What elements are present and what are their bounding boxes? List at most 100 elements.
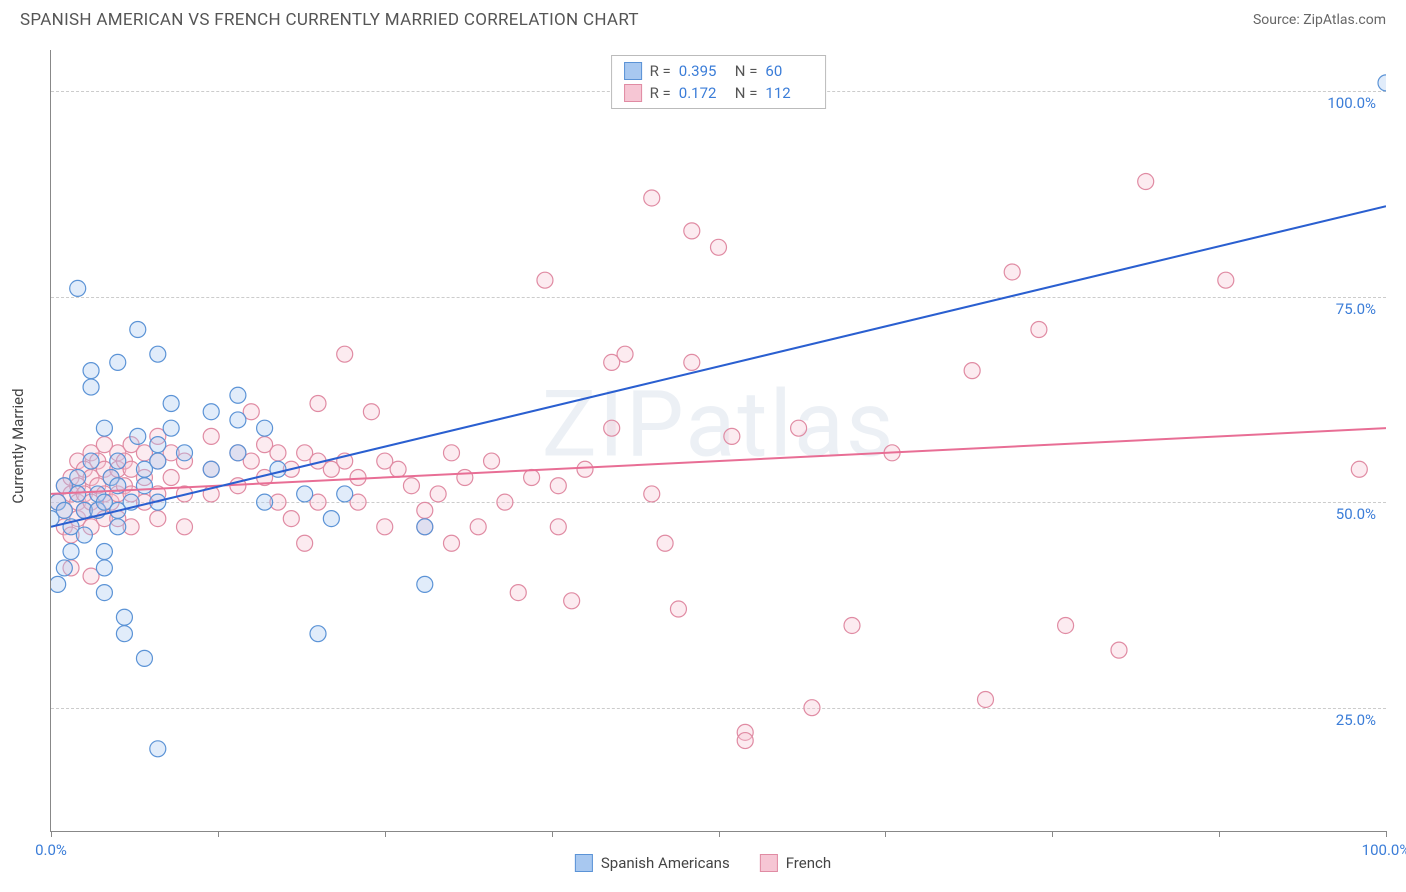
data-point-french — [470, 519, 486, 535]
data-point-spanish — [417, 576, 433, 592]
data-point-spanish — [150, 453, 166, 469]
data-point-french — [1111, 642, 1127, 658]
swatch-french — [624, 84, 642, 102]
x-tick — [1386, 831, 1387, 837]
data-point-spanish — [337, 486, 353, 502]
data-point-spanish — [177, 445, 193, 461]
data-point-french — [550, 478, 566, 494]
data-point-spanish — [70, 280, 86, 296]
data-point-french — [1138, 174, 1154, 190]
swatch-french-icon — [760, 854, 778, 872]
data-point-spanish — [257, 494, 273, 510]
data-point-french — [804, 700, 820, 716]
legend-label-spanish: Spanish Americans — [601, 854, 730, 872]
swatch-spanish — [624, 62, 642, 80]
x-tick — [1052, 831, 1053, 837]
data-point-spanish — [70, 486, 86, 502]
x-tick — [218, 831, 219, 837]
data-point-french — [377, 519, 393, 535]
x-tick — [719, 831, 720, 837]
data-point-french — [350, 469, 366, 485]
data-point-spanish — [270, 461, 286, 477]
data-point-french — [203, 428, 219, 444]
data-point-spanish — [163, 420, 179, 436]
data-point-spanish — [83, 363, 99, 379]
data-point-french — [724, 428, 740, 444]
data-point-french — [484, 453, 500, 469]
chart-plot-area: ZIPatlas R = 0.395 N = 60 R = 0.172 N = … — [50, 50, 1386, 832]
data-point-spanish — [417, 519, 433, 535]
data-point-french — [844, 617, 860, 633]
data-point-spanish — [150, 437, 166, 453]
data-point-french — [417, 502, 433, 518]
data-point-french — [617, 346, 633, 362]
data-point-spanish — [163, 396, 179, 412]
data-point-spanish — [70, 469, 86, 485]
n-value-french: 112 — [765, 84, 813, 102]
data-point-spanish — [83, 379, 99, 395]
n-label: N = — [735, 84, 758, 102]
data-point-spanish — [150, 741, 166, 757]
data-point-spanish — [76, 527, 92, 543]
data-point-spanish — [83, 453, 99, 469]
data-point-spanish — [136, 650, 152, 666]
n-value-spanish: 60 — [765, 62, 813, 80]
data-point-spanish — [130, 428, 146, 444]
data-point-french — [684, 354, 700, 370]
legend-row-french: R = 0.172 N = 112 — [624, 82, 814, 104]
x-tick — [385, 831, 386, 837]
data-point-spanish — [63, 543, 79, 559]
data-point-spanish — [136, 478, 152, 494]
data-point-french — [270, 445, 286, 461]
r-label: R = — [650, 84, 671, 102]
swatch-spanish-icon — [575, 854, 593, 872]
x-tick-label: 100.0% — [1362, 841, 1406, 859]
data-point-french — [283, 511, 299, 527]
data-point-spanish — [230, 445, 246, 461]
data-point-french — [791, 420, 807, 436]
data-point-spanish — [150, 346, 166, 362]
data-point-french — [537, 272, 553, 288]
data-point-french — [1218, 272, 1234, 288]
chart-title: SPANISH AMERICAN VS FRENCH CURRENTLY MAR… — [20, 10, 639, 30]
n-label: N = — [735, 62, 758, 80]
data-point-french — [297, 535, 313, 551]
x-tick — [51, 831, 52, 837]
data-point-french — [150, 511, 166, 527]
source-attribution: Source: ZipAtlas.com — [1253, 12, 1386, 28]
data-point-spanish — [110, 519, 126, 535]
data-point-french — [1004, 264, 1020, 280]
data-point-french — [1351, 461, 1367, 477]
data-point-spanish — [297, 486, 313, 502]
legend-item-french: French — [760, 854, 831, 872]
data-point-french — [310, 396, 326, 412]
data-point-french — [457, 469, 473, 485]
data-point-french — [510, 585, 526, 601]
r-value-spanish: 0.395 — [679, 62, 727, 80]
data-point-french — [390, 461, 406, 477]
data-point-spanish — [310, 626, 326, 642]
data-point-french — [444, 445, 460, 461]
data-point-french — [978, 691, 994, 707]
legend-row-spanish: R = 0.395 N = 60 — [624, 60, 814, 82]
legend-label-french: French — [786, 854, 831, 872]
series-legend: Spanish Americans French — [575, 854, 831, 872]
data-point-french — [657, 535, 673, 551]
data-point-french — [564, 593, 580, 609]
data-point-french — [604, 420, 620, 436]
data-point-spanish — [51, 576, 66, 592]
x-tick — [552, 831, 553, 837]
data-point-spanish — [96, 585, 112, 601]
data-point-spanish — [203, 461, 219, 477]
data-point-spanish — [110, 354, 126, 370]
data-point-french — [644, 486, 660, 502]
data-point-spanish — [110, 453, 126, 469]
data-point-spanish — [323, 511, 339, 527]
data-point-french — [737, 733, 753, 749]
data-point-french — [363, 404, 379, 420]
data-point-french — [444, 535, 460, 551]
scatter-svg — [51, 50, 1386, 831]
data-point-french — [177, 519, 193, 535]
data-point-spanish — [230, 412, 246, 428]
r-label: R = — [650, 62, 671, 80]
